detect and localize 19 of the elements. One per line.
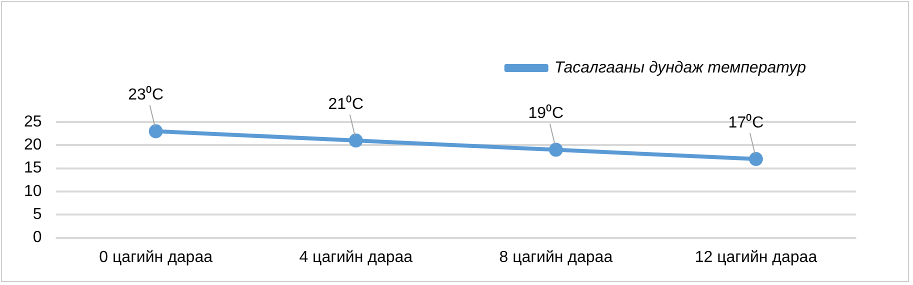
y-tick-label: 20 <box>24 136 42 154</box>
y-tick-label: 10 <box>24 182 42 200</box>
x-tick-label: 12 цагийн дараа <box>694 248 818 266</box>
legend-label: Тасалгааны дундаж температур <box>554 59 806 76</box>
point <box>548 142 563 157</box>
data-label: 21⁰C <box>328 94 364 113</box>
y-tick-label: 0 <box>32 229 42 246</box>
x-tick-label: 4 цагийн дараа <box>299 248 413 266</box>
y-tick-label: 5 <box>32 206 42 224</box>
point <box>348 134 363 148</box>
point <box>148 124 163 138</box>
data-label: 23⁰C <box>128 86 164 104</box>
data-label: 19⁰C <box>528 104 564 122</box>
x-tick-label: 8 цагийн дараа <box>499 248 613 266</box>
y-tick-label: 25 <box>24 113 42 130</box>
data-label: 17⁰C <box>728 113 764 132</box>
x-tick-label: 0 цагийн дараа <box>99 248 213 266</box>
y-tick-label: 15 <box>24 160 42 177</box>
point <box>748 152 763 166</box>
